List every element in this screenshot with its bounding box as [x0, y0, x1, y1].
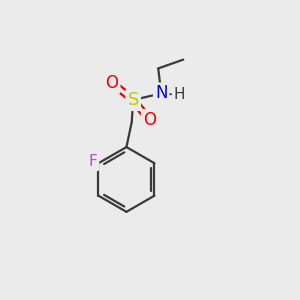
Text: H: H — [174, 87, 185, 102]
Text: N: N — [155, 85, 167, 103]
Text: S: S — [128, 91, 139, 109]
Text: F: F — [89, 154, 98, 169]
Text: O: O — [106, 74, 118, 92]
Text: O: O — [143, 111, 156, 129]
